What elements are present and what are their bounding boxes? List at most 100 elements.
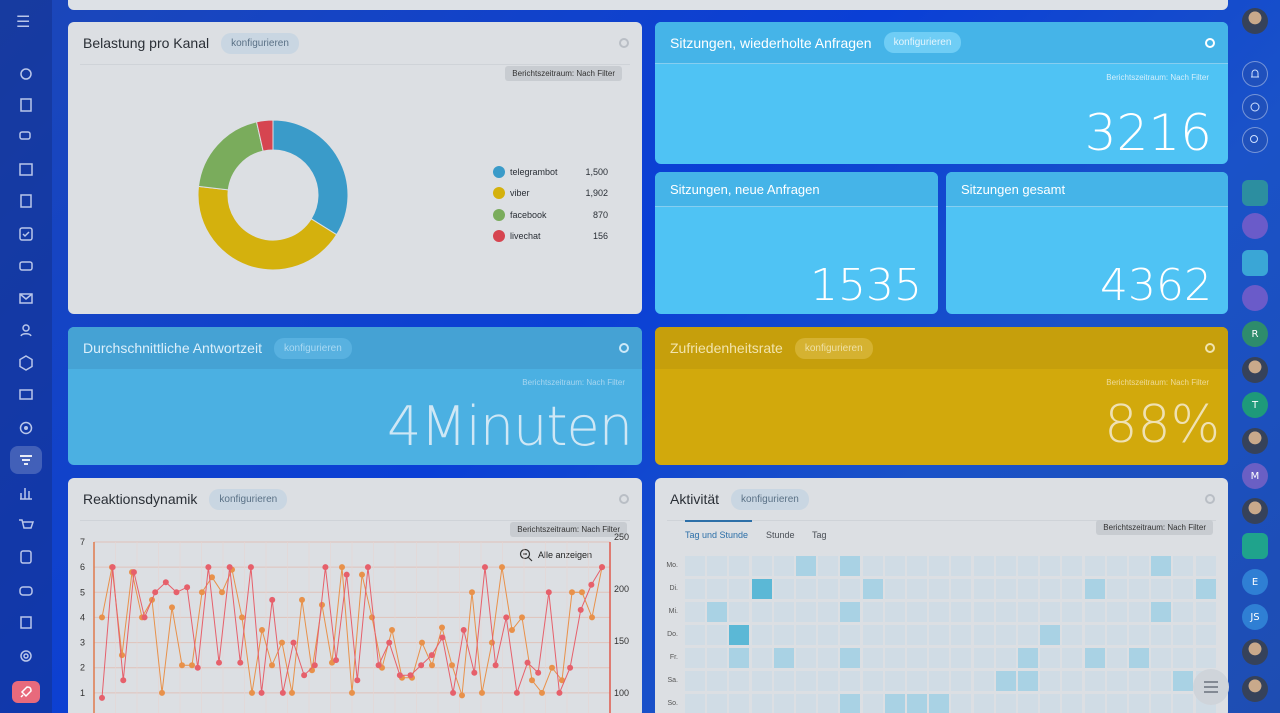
heatmap-cell[interactable] [773, 648, 794, 668]
configure-button[interactable]: konfigurieren [209, 488, 288, 510]
show-all-button[interactable]: Alle anzeigen [519, 548, 592, 562]
heatmap-cell[interactable] [751, 556, 772, 576]
gear-icon[interactable] [1204, 37, 1216, 49]
heatmap-cell[interactable] [995, 625, 1016, 645]
heatmap-cell[interactable] [1106, 579, 1127, 599]
heatmap-cell[interactable] [1084, 648, 1105, 668]
heatmap-cell[interactable] [773, 625, 794, 645]
heatmap-cell[interactable] [1018, 602, 1038, 622]
legend-item[interactable]: livechat 156 [493, 226, 608, 248]
heatmap-cell[interactable] [1106, 625, 1127, 645]
heatmap-cell[interactable] [1018, 625, 1038, 645]
heatmap-cell[interactable] [973, 694, 994, 713]
heatmap-cell[interactable] [907, 579, 927, 599]
heatmap-cell[interactable] [685, 648, 705, 668]
heatmap-cell[interactable] [1040, 556, 1061, 576]
heatmap-cell[interactable] [951, 625, 972, 645]
heatmap-cell[interactable] [1018, 579, 1038, 599]
heatmap-cell[interactable] [751, 625, 772, 645]
heatmap-cell[interactable] [685, 694, 705, 713]
group-icon[interactable] [1242, 533, 1268, 559]
avatar-t[interactable]: T [1242, 392, 1268, 418]
calendar-icon[interactable] [14, 157, 38, 181]
heatmap-cell[interactable] [1040, 625, 1061, 645]
heatmap-cell[interactable] [1040, 602, 1061, 622]
heatmap-cell[interactable] [751, 648, 772, 668]
heatmap-cell[interactable] [862, 671, 883, 691]
heatmap-cell[interactable] [862, 694, 883, 713]
heatmap-cell[interactable] [751, 579, 772, 599]
heatmap-cell[interactable] [1173, 648, 1194, 668]
heatmap-cell[interactable] [884, 556, 905, 576]
heatmap-cell[interactable] [840, 648, 861, 668]
heatmap-cell[interactable] [773, 556, 794, 576]
heatmap-cell[interactable] [751, 694, 772, 713]
legend-item[interactable]: facebook 870 [493, 204, 608, 226]
widget-list-button[interactable] [1193, 669, 1229, 705]
heatmap-cell[interactable] [707, 648, 728, 668]
heatmap-cell[interactable] [685, 602, 705, 622]
heatmap-cell[interactable] [1195, 625, 1216, 645]
legend-item[interactable]: viber 1,902 [493, 183, 608, 205]
configure-button[interactable]: konfigurieren [273, 337, 352, 359]
presentation-icon[interactable] [14, 384, 38, 408]
heatmap-cell[interactable] [1195, 556, 1216, 576]
tab-day[interactable]: Tag [812, 530, 827, 540]
heatmap-cell[interactable] [818, 648, 839, 668]
heatmap-cell[interactable] [729, 579, 750, 599]
heatmap-cell[interactable] [840, 625, 861, 645]
heatmap-cell[interactable] [818, 602, 839, 622]
heatmap-cell[interactable] [1018, 694, 1038, 713]
heatmap-cell[interactable] [884, 648, 905, 668]
heatmap-cell[interactable] [951, 556, 972, 576]
heatmap-cell[interactable] [1018, 556, 1038, 576]
heatmap-cell[interactable] [707, 625, 728, 645]
heatmap-cell[interactable] [995, 671, 1016, 691]
heatmap-cell[interactable] [729, 602, 750, 622]
gear-icon[interactable] [618, 493, 630, 505]
heatmap-cell[interactable] [1195, 648, 1216, 668]
heatmap-cell[interactable] [796, 671, 816, 691]
heatmap-cell[interactable] [884, 579, 905, 599]
gear-icon[interactable] [618, 37, 630, 49]
heatmap-cell[interactable] [862, 625, 883, 645]
heatmap-cell[interactable] [907, 625, 927, 645]
heatmap-cell[interactable] [884, 671, 905, 691]
heatmap-cell[interactable] [796, 579, 816, 599]
user-avatar-4[interactable] [1242, 498, 1268, 524]
heatmap-cell[interactable] [907, 602, 927, 622]
configure-button[interactable]: konfigurieren [883, 32, 962, 53]
checkbox-icon[interactable] [14, 222, 38, 246]
bell-icon[interactable] [1242, 61, 1268, 87]
rocket-icon[interactable] [12, 681, 40, 703]
tab-hour[interactable]: Stunde [766, 530, 795, 540]
heatmap-cell[interactable] [1151, 579, 1172, 599]
heatmap-cell[interactable] [840, 602, 861, 622]
channel-icon-2[interactable] [1242, 285, 1268, 311]
heatmap-cell[interactable] [973, 671, 994, 691]
heatmap-cell[interactable] [1173, 602, 1194, 622]
heatmap-cell[interactable] [1151, 625, 1172, 645]
heatmap-cell[interactable] [1106, 602, 1127, 622]
heatmap-cell[interactable] [1129, 671, 1149, 691]
heatmap-cell[interactable] [1040, 648, 1061, 668]
heatmap-cell[interactable] [995, 694, 1016, 713]
heatmap-cell[interactable] [1129, 556, 1149, 576]
legend-item[interactable]: telegrambot 1,500 [493, 161, 608, 183]
period-chip[interactable]: Berichtszeitraum: Nach Filter [505, 66, 622, 81]
heatmap-cell[interactable] [1040, 694, 1061, 713]
heatmap-cell[interactable] [1173, 556, 1194, 576]
avatar-m[interactable]: M [1242, 463, 1268, 489]
heatmap-cell[interactable] [907, 694, 927, 713]
heatmap-cell[interactable] [1062, 694, 1083, 713]
user-avatar-6[interactable] [1242, 676, 1268, 702]
heatmap-cell[interactable] [929, 625, 950, 645]
heatmap-cell[interactable] [773, 579, 794, 599]
heatmap-cell[interactable] [929, 671, 950, 691]
heatmap-cell[interactable] [862, 602, 883, 622]
document-icon[interactable] [14, 189, 38, 213]
heatmap-cell[interactable] [796, 602, 816, 622]
gear-icon[interactable] [1204, 342, 1216, 354]
heatmap-cell[interactable] [729, 556, 750, 576]
heatmap-cell[interactable] [773, 671, 794, 691]
